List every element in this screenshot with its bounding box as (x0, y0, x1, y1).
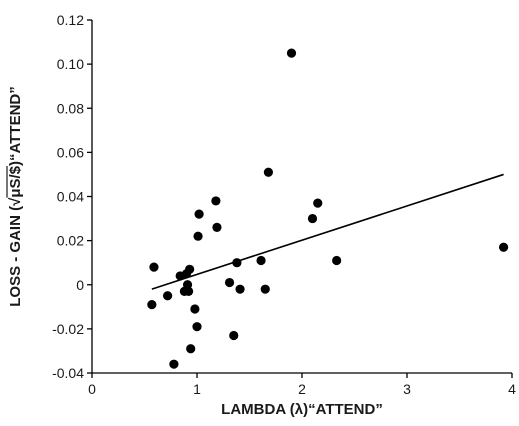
data-point (332, 255, 342, 266)
data-point (190, 304, 200, 314)
data-point (313, 198, 323, 208)
plot-area: 0 1 2 3 4 -0.04 -0.02 0 0.02 0.04 0.06 0.08 0.10 0.1… (52, 12, 516, 397)
y-tick-label: 0.12 (57, 12, 84, 28)
y-axis-title-radical: √ (7, 197, 24, 206)
y-tick-label: -0.04 (52, 365, 84, 381)
data-point (211, 196, 221, 206)
x-tick-label: 2 (298, 381, 306, 397)
y-tick-label: -0.02 (52, 321, 84, 337)
data-point (256, 255, 266, 266)
data-point (260, 284, 270, 294)
svg-text:LOSS - GAIN (√μS/$)“ATTEND”: LOSS - GAIN (√μS/$)“ATTEND” (7, 86, 24, 307)
y-tick-label: 0.10 (57, 56, 84, 72)
data-point (224, 277, 235, 288)
y-tick-label: 0.02 (57, 233, 84, 249)
y-tick-label: 0.04 (57, 189, 84, 205)
data-point (185, 264, 195, 274)
y-axis-title: LOSS - GAIN (√μS/$)“ATTEND” (6, 86, 24, 307)
x-tick-label: 3 (403, 381, 411, 397)
data-point (194, 209, 204, 219)
trend-line (151, 173, 504, 290)
data-point (286, 48, 297, 58)
data-point (169, 359, 179, 369)
data-point (307, 213, 318, 224)
data-point (193, 231, 203, 241)
y-axis-title-radicand: μS/$ (7, 165, 24, 197)
y-tick-label: 0 (76, 277, 84, 293)
data-point (499, 242, 509, 252)
data-point (192, 322, 202, 332)
x-tick-label: 4 (508, 381, 516, 397)
x-tick-label: 1 (193, 381, 201, 397)
x-axis-ticks: 0 1 2 3 4 (88, 373, 516, 397)
y-axis-title-suffix: )“ATTEND” (7, 86, 24, 166)
y-axis-ticks: -0.04 -0.02 0 0.02 0.04 0.06 0.08 0.10 0.12 (52, 12, 92, 381)
x-axis-title: LAMBDA (λ)“ATTEND” (221, 401, 383, 418)
x-tick-label: 0 (88, 381, 96, 397)
y-tick-label: 0.08 (57, 100, 84, 116)
data-point (229, 330, 239, 341)
data-point (163, 291, 173, 301)
y-tick-label: 0.06 (57, 144, 84, 160)
data-point (235, 284, 245, 294)
data-point (149, 262, 159, 272)
data-point (184, 286, 194, 296)
data-point (147, 300, 157, 310)
data-points (147, 48, 509, 369)
data-point (263, 167, 273, 177)
y-axis-title-prefix: LOSS - GAIN ( (7, 206, 24, 307)
data-point (186, 344, 196, 354)
data-point (212, 222, 222, 232)
